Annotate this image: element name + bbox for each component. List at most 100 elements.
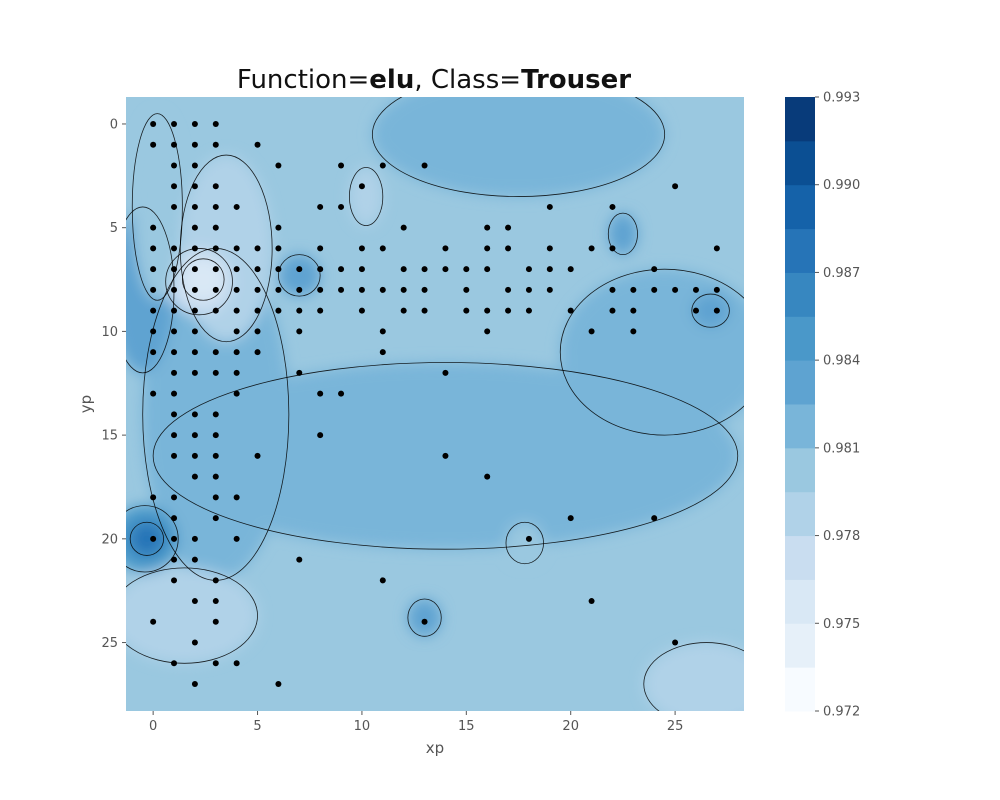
- data-point: [275, 681, 282, 688]
- colorbar-segment: [785, 447, 815, 493]
- data-point: [171, 266, 178, 273]
- data-point: [484, 473, 491, 480]
- data-point: [191, 286, 198, 293]
- data-point: [296, 286, 303, 293]
- data-point: [505, 245, 512, 252]
- colorbar-segment: [785, 140, 815, 186]
- data-point: [171, 328, 178, 335]
- contour-region: [643, 642, 744, 711]
- data-point: [171, 307, 178, 314]
- contour-line: [129, 521, 164, 556]
- x-tick-label: 5: [253, 719, 261, 734]
- data-point: [317, 286, 324, 293]
- data-point: [630, 307, 637, 314]
- contour-region: [560, 269, 744, 436]
- data-point: [338, 203, 345, 210]
- data-point: [672, 286, 679, 293]
- data-point: [275, 307, 282, 314]
- data-point: [358, 245, 365, 252]
- data-point: [150, 390, 157, 397]
- colorbar-tick-label: 0.987: [823, 266, 860, 281]
- colorbar-tick-label: 0.993: [823, 91, 860, 106]
- data-point: [171, 162, 178, 169]
- data-point: [191, 432, 198, 439]
- data-point: [171, 369, 178, 376]
- data-point: [484, 245, 491, 252]
- data-point: [692, 307, 699, 314]
- data-point: [191, 452, 198, 459]
- data-point: [421, 266, 428, 273]
- colorbar-segment: [785, 404, 815, 449]
- data-point: [525, 286, 532, 293]
- data-point: [400, 224, 407, 231]
- x-tick-label: 15: [458, 719, 475, 734]
- data-point: [379, 286, 386, 293]
- data-point: [171, 411, 178, 418]
- data-point: [651, 266, 658, 273]
- data-point: [275, 162, 282, 169]
- contour-region: [349, 167, 383, 226]
- data-point: [150, 120, 157, 127]
- data-point: [317, 390, 324, 397]
- x-axis-ticks: 0 5 10 15 20 25: [149, 711, 683, 734]
- contour-line: [372, 97, 666, 197]
- y-tick-label: 10: [101, 325, 118, 340]
- data-point: [421, 286, 428, 293]
- data-point: [212, 183, 219, 190]
- data-point: [525, 307, 532, 314]
- data-point: [630, 328, 637, 335]
- contour-region: [608, 213, 638, 255]
- colorbar-tick-label: 0.978: [823, 529, 860, 544]
- contour-regions: [126, 97, 744, 711]
- data-point: [212, 577, 219, 584]
- data-point: [212, 141, 219, 148]
- data-point: [588, 328, 595, 335]
- data-point: [254, 307, 261, 314]
- colorbar-tick-label: 0.975: [823, 617, 860, 632]
- data-point: [567, 515, 574, 522]
- data-point: [672, 639, 679, 646]
- colorbar-segment: [785, 667, 815, 712]
- data-point: [379, 245, 386, 252]
- contour-region: [407, 598, 442, 637]
- data-point: [212, 411, 219, 418]
- data-point: [150, 349, 157, 356]
- colorbar-segment: [785, 623, 815, 668]
- contour-line: [559, 268, 744, 436]
- data-point: [191, 183, 198, 190]
- data-point: [233, 245, 240, 252]
- data-point: [692, 286, 699, 293]
- x-axis-label: xp: [426, 739, 444, 757]
- data-point: [672, 183, 679, 190]
- data-point: [191, 411, 198, 418]
- data-point: [254, 266, 261, 273]
- data-point: [191, 556, 198, 563]
- data-point: [296, 369, 303, 376]
- contour-region: [126, 567, 258, 664]
- data-point: [150, 535, 157, 542]
- data-point: [379, 577, 386, 584]
- data-point: [379, 328, 386, 335]
- data-point: [150, 618, 157, 625]
- data-point: [338, 266, 345, 273]
- data-point: [713, 245, 720, 252]
- data-point: [191, 266, 198, 273]
- data-point: [233, 266, 240, 273]
- x-tick-label: 20: [562, 719, 579, 734]
- data-point: [484, 266, 491, 273]
- colorbar-segment: [785, 535, 815, 580]
- data-point: [212, 224, 219, 231]
- contour-line: [165, 248, 233, 316]
- data-point: [212, 203, 219, 210]
- data-point: [233, 660, 240, 667]
- data-point: [191, 681, 198, 688]
- data-point: [567, 266, 574, 273]
- data-point: [338, 162, 345, 169]
- data-point: [212, 494, 219, 501]
- contour-line: [505, 521, 544, 565]
- data-point: [191, 245, 198, 252]
- data-point: [505, 224, 512, 231]
- data-point: [171, 432, 178, 439]
- colorbar-tick-label: 0.984: [823, 354, 860, 369]
- data-point: [191, 120, 198, 127]
